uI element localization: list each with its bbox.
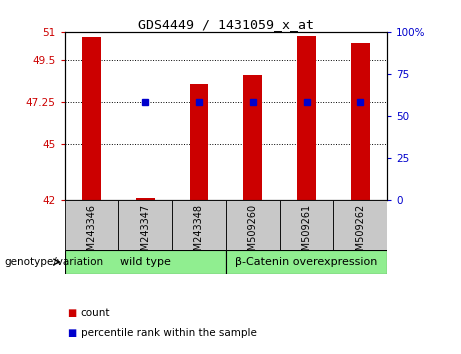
Text: count: count bbox=[81, 308, 110, 318]
Bar bbox=[65, 250, 226, 274]
Text: GSM243348: GSM243348 bbox=[194, 204, 204, 263]
Bar bbox=[351, 43, 370, 200]
Text: GSM509260: GSM509260 bbox=[248, 204, 258, 263]
Text: genotype/variation: genotype/variation bbox=[5, 257, 104, 267]
Text: percentile rank within the sample: percentile rank within the sample bbox=[81, 329, 257, 338]
Bar bbox=[297, 36, 316, 200]
Bar bbox=[118, 200, 172, 250]
Bar bbox=[136, 198, 154, 200]
Text: ■: ■ bbox=[67, 329, 76, 338]
Bar bbox=[65, 200, 118, 250]
Bar bbox=[243, 75, 262, 200]
Title: GDS4449 / 1431059_x_at: GDS4449 / 1431059_x_at bbox=[138, 18, 314, 31]
Bar bbox=[172, 200, 226, 250]
Bar bbox=[189, 84, 208, 200]
Text: GSM243347: GSM243347 bbox=[140, 204, 150, 263]
Bar bbox=[226, 250, 387, 274]
Bar bbox=[82, 38, 101, 200]
Text: GSM509261: GSM509261 bbox=[301, 204, 312, 263]
Bar bbox=[226, 200, 280, 250]
Bar bbox=[280, 200, 333, 250]
Text: GSM509262: GSM509262 bbox=[355, 204, 366, 263]
Text: GSM243346: GSM243346 bbox=[86, 204, 96, 263]
Text: wild type: wild type bbox=[120, 257, 171, 267]
Bar bbox=[333, 200, 387, 250]
Text: β-Catenin overexpression: β-Catenin overexpression bbox=[236, 257, 378, 267]
Text: ■: ■ bbox=[67, 308, 76, 318]
